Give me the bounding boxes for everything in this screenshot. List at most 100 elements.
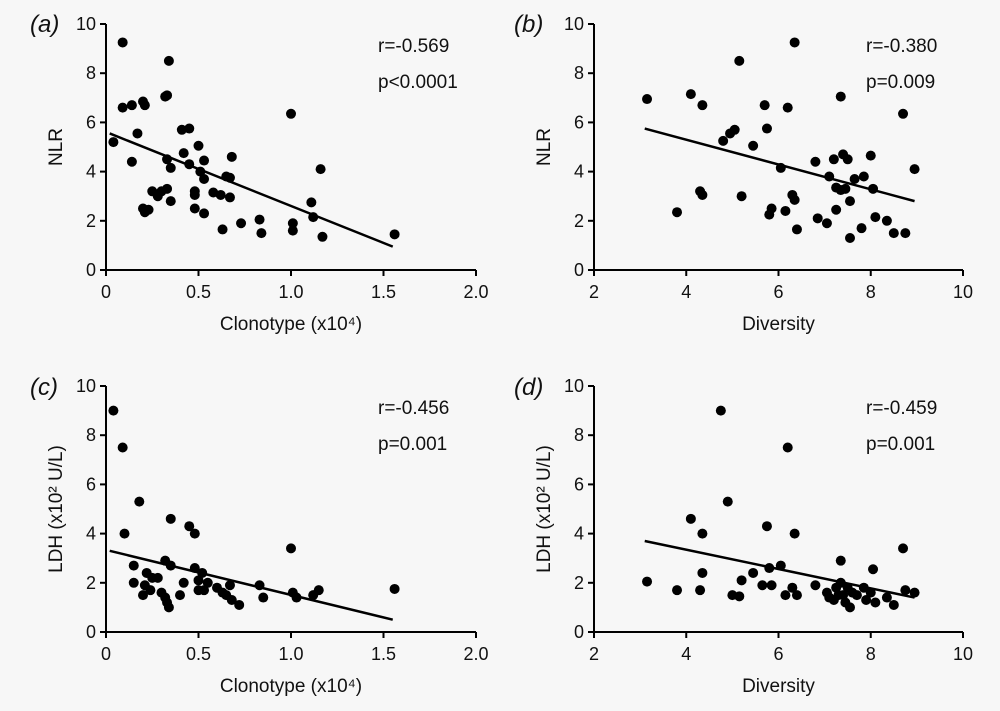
data-point — [134, 496, 145, 507]
data-point — [697, 567, 708, 578]
data-point — [143, 204, 154, 215]
data-point — [748, 567, 759, 578]
data-point — [685, 513, 696, 524]
data-point — [736, 191, 747, 202]
data-point — [766, 580, 777, 591]
data-point — [117, 37, 128, 48]
p-value-label: p=0.001 — [378, 434, 447, 455]
data-point — [672, 585, 683, 596]
data-point — [789, 194, 800, 205]
data-point — [729, 124, 740, 135]
x-tick-label: 0.5 — [186, 644, 211, 664]
x-tick-label: 10 — [953, 644, 973, 664]
y-tick-label: 10 — [564, 14, 584, 34]
data-point — [900, 585, 911, 596]
data-point — [195, 166, 206, 177]
data-point — [256, 228, 267, 239]
data-point — [197, 567, 208, 578]
data-point — [870, 597, 881, 608]
data-point — [128, 560, 139, 571]
panel-a: (a) 0 2 4 6 8 10 0 0.5 1.0 1.5 2.0 Clonotype (x10⁴) N… — [30, 11, 489, 335]
data-point — [851, 590, 862, 601]
p-value-label: p=0.001 — [866, 434, 935, 455]
y-tick-label: 0 — [574, 622, 584, 642]
data-point — [184, 123, 195, 134]
y-tick-label: 10 — [564, 376, 584, 396]
x-tick-label: 0 — [101, 282, 111, 302]
y-tick-label: 10 — [76, 376, 96, 396]
data-point — [865, 587, 876, 598]
x-tick-label: 6 — [773, 282, 783, 302]
data-point — [909, 164, 920, 175]
data-point — [199, 173, 210, 184]
data-point — [761, 123, 772, 134]
data-point — [189, 203, 200, 214]
data-point — [139, 100, 150, 111]
data-point — [718, 135, 729, 146]
data-point — [761, 521, 772, 532]
y-tick-label: 6 — [574, 474, 584, 494]
panel-label: (c) — [30, 374, 58, 401]
data-point — [824, 171, 835, 182]
x-tick-label: 8 — [866, 282, 876, 302]
data-point — [224, 192, 235, 203]
data-point — [868, 183, 879, 194]
data-point — [162, 183, 173, 194]
data-point — [787, 582, 798, 593]
data-point — [108, 137, 119, 148]
data-point — [881, 215, 892, 226]
x-axis-label: Diversity — [742, 676, 815, 697]
correlation-r-label: r=-0.380 — [866, 36, 937, 57]
data-point — [734, 591, 745, 602]
data-point — [254, 214, 265, 225]
data-point — [810, 156, 821, 167]
data-point — [117, 102, 128, 113]
panel-c: (c) 0 2 4 6 8 10 0 0.5 1.0 1.5 2.0 Clonotype (x10⁴) L… — [30, 374, 489, 697]
data-point — [835, 577, 846, 588]
data-point — [224, 580, 235, 591]
y-tick-label: 8 — [86, 63, 96, 83]
data-point — [126, 100, 137, 111]
data-point — [162, 154, 173, 165]
data-point — [193, 575, 204, 586]
data-point — [389, 229, 400, 240]
data-point — [199, 155, 210, 166]
y-tick-label: 4 — [86, 524, 96, 544]
x-tick-label: 0 — [101, 644, 111, 664]
data-point — [189, 189, 200, 200]
x-tick-label: 4 — [681, 282, 691, 302]
correlation-r-label: r=-0.456 — [378, 398, 449, 419]
y-tick-label: 4 — [574, 162, 584, 182]
y-tick-label: 0 — [86, 260, 96, 280]
data-point — [881, 592, 892, 603]
data-point — [254, 580, 265, 591]
x-tick-label: 8 — [866, 644, 876, 664]
y-tick-label: 2 — [574, 573, 584, 593]
data-point — [888, 599, 899, 610]
data-point — [865, 150, 876, 161]
data-point — [898, 108, 909, 119]
data-point — [775, 560, 786, 571]
data-point — [189, 528, 200, 539]
data-point — [119, 528, 130, 539]
x-tick-label: 1.5 — [371, 282, 396, 302]
data-point — [870, 212, 881, 223]
data-point — [117, 442, 128, 453]
data-point — [226, 151, 237, 162]
data-point — [193, 140, 204, 151]
data-point — [789, 528, 800, 539]
data-point — [844, 602, 855, 613]
p-value-label: p=0.009 — [866, 72, 935, 93]
data-point — [258, 592, 269, 603]
data-point — [286, 108, 296, 119]
data-point — [697, 528, 708, 539]
data-point — [831, 204, 842, 215]
data-point — [165, 560, 176, 571]
x-tick-label: 6 — [773, 644, 783, 664]
data-point — [849, 173, 860, 184]
x-tick-label: 1.0 — [278, 644, 303, 664]
x-tick-label: 2.0 — [463, 644, 488, 664]
